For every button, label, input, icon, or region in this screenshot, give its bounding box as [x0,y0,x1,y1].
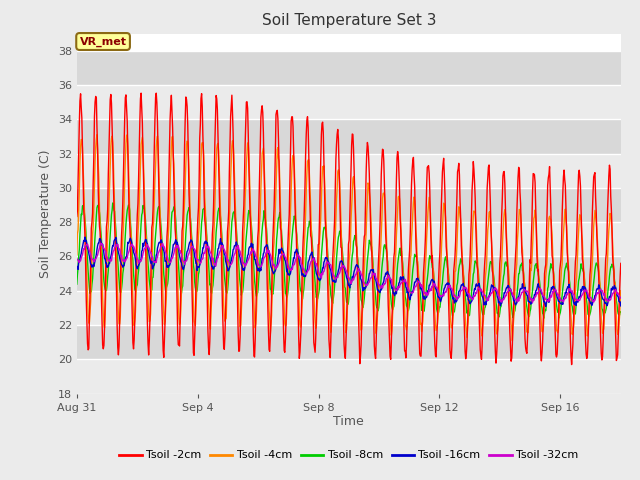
X-axis label: Time: Time [333,415,364,429]
Title: Soil Temperature Set 3: Soil Temperature Set 3 [262,13,436,28]
Y-axis label: Soil Temperature (C): Soil Temperature (C) [39,149,52,278]
Bar [77,85,621,120]
Bar [77,188,621,222]
Bar [77,154,621,188]
Bar [77,360,621,394]
Bar [77,120,621,154]
Text: VR_met: VR_met [79,36,127,47]
Bar [77,325,621,360]
Bar [77,291,621,325]
Bar [77,222,621,256]
Legend: Tsoil -2cm, Tsoil -4cm, Tsoil -8cm, Tsoil -16cm, Tsoil -32cm: Tsoil -2cm, Tsoil -4cm, Tsoil -8cm, Tsoi… [115,446,583,465]
Bar [77,51,621,85]
Bar [77,256,621,291]
